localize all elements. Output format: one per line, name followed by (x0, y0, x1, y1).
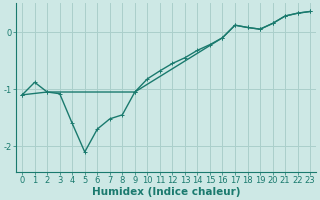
X-axis label: Humidex (Indice chaleur): Humidex (Indice chaleur) (92, 187, 240, 197)
